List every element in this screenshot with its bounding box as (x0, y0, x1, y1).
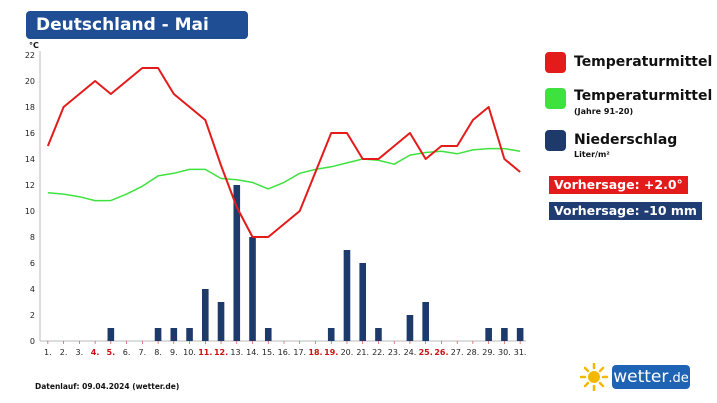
brand-suffix: .de (668, 371, 689, 386)
x-tick-label: 8. (154, 348, 162, 357)
climate-temp-line (47, 147, 521, 202)
sun-icon (580, 363, 609, 391)
data-run-note: Datenlauf: 09.04.2024 (wetter.de) (35, 382, 180, 391)
x-tick-label: 25. (419, 348, 433, 357)
x-tick-label: 6. (123, 348, 131, 357)
x-tick-label: 20. (341, 348, 354, 357)
precip-bars (107, 185, 524, 341)
precip-bar (327, 328, 335, 341)
x-tick-label: 26. (434, 348, 448, 357)
precip-bar (375, 328, 382, 341)
precip-bar (233, 185, 241, 341)
y-tick-label: 10 (25, 207, 35, 216)
y-tick-label: 22 (25, 51, 35, 60)
x-tick-label: 10. (183, 348, 196, 357)
x-tick-label: 23. (388, 348, 401, 357)
x-tick-label: 15. (262, 348, 275, 357)
legend-precip-swatch (545, 130, 566, 151)
x-tick-label: 2. (60, 348, 68, 357)
page-title: Deutschland - Mai (26, 11, 248, 39)
x-tick-label: 29. (482, 348, 495, 357)
y-tick-label: 20 (25, 77, 35, 86)
y-tick-label: 2 (30, 311, 35, 320)
x-tick-label: 16. (278, 348, 291, 357)
x-tick-label: 9. (170, 348, 178, 357)
x-tick-label: 28. (467, 348, 480, 357)
legend-precip-sub: Liter/m² (574, 150, 610, 159)
brand-wordmark: wetter.de (612, 365, 690, 389)
forecast-temp-badge: Vorhersage: +2.0° (549, 176, 688, 194)
precip-bar (516, 328, 524, 341)
x-tick-label: 21. (356, 348, 369, 357)
x-tick-label: 7. (139, 348, 147, 357)
precip-bar (154, 328, 162, 341)
x-tick-label: 27. (451, 348, 464, 357)
precip-bar (107, 328, 115, 341)
precip-bar (485, 328, 492, 341)
x-tick-label: 22. (372, 348, 385, 357)
precip-bar (501, 328, 508, 341)
y-tick-label: 6 (30, 259, 35, 268)
precip-bar (343, 250, 351, 341)
x-tick-label: 19. (324, 348, 338, 357)
precip-bar (422, 302, 429, 341)
brand-name: wetter (613, 367, 669, 387)
legend-clim-swatch (545, 88, 566, 109)
y-tick-label: 14 (25, 155, 35, 164)
brand-logo: wetter.de (580, 363, 690, 391)
legend-clim-sub: (Jahre 91-20) (574, 107, 634, 116)
x-tick-label: 1. (44, 348, 52, 357)
x-tick-label: 13. (230, 348, 243, 357)
precip-bar (249, 237, 256, 341)
x-tick-label: 18. (308, 348, 322, 357)
x-tick-label: 5. (107, 348, 116, 357)
y-tick-label: 16 (25, 129, 35, 138)
x-tick-label: 14. (246, 348, 259, 357)
precip-bar (406, 315, 414, 341)
x-tick-label: 4. (91, 348, 100, 357)
y-unit-label: °C (29, 41, 39, 50)
chart-axes (39, 51, 526, 344)
x-tick-label: 17. (293, 348, 306, 357)
precip-bar (359, 263, 367, 341)
y-tick-label: 4 (30, 285, 35, 294)
precip-bar (186, 328, 193, 341)
precip-bar (201, 289, 209, 341)
y-tick-label: 18 (25, 103, 35, 112)
y-tick-label: 8 (30, 233, 35, 242)
legend-temp-label: Temperaturmittel (574, 54, 713, 70)
legend-temp-swatch (545, 52, 566, 73)
y-tick-label: 0 (30, 337, 35, 346)
axis-labels: °C 0 2 4 6 8 10 12 14 16 18 20 22 1. 2. 3. 4. 5. 6. 7. 8. 9. 1… (25, 41, 527, 357)
precip-bar (170, 328, 178, 341)
x-tick-label: 12. (214, 348, 228, 357)
forecast-precip-badge: Vorhersage: -10 mm (549, 202, 702, 220)
legend-clim-label: Temperaturmittel (574, 88, 713, 104)
x-tick-label: 3. (76, 348, 84, 357)
temp-line (46, 67, 521, 238)
x-tick-label: 31. (514, 348, 527, 357)
x-tick-label: 24. (404, 348, 417, 357)
legend-precip-label: Niederschlag (574, 132, 678, 148)
x-tick-label: 11. (198, 348, 212, 357)
y-tick-label: 12 (25, 181, 35, 190)
precip-bar (217, 302, 225, 341)
precip-bar (264, 328, 272, 341)
x-tick-label: 30. (498, 348, 511, 357)
temperature-lines (46, 67, 521, 238)
